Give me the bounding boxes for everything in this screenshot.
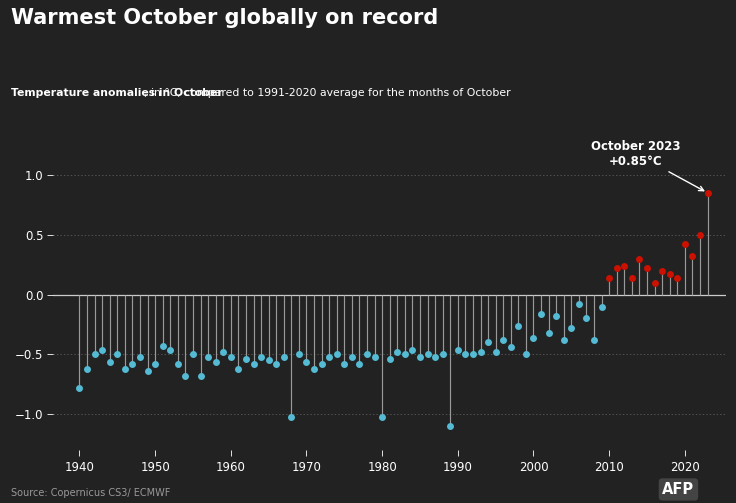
Text: Warmest October globally on record: Warmest October globally on record: [11, 8, 439, 28]
Text: Source: Copernicus CS3/ ECMWF: Source: Copernicus CS3/ ECMWF: [11, 488, 171, 498]
Text: October 2023
+0.85°C: October 2023 +0.85°C: [591, 140, 704, 191]
Text: Temperature anomalies in October: Temperature anomalies in October: [11, 88, 223, 98]
Text: , in °C, compared to 1991-2020 average for the months of October: , in °C, compared to 1991-2020 average f…: [144, 88, 510, 98]
Text: AFP: AFP: [662, 482, 695, 497]
